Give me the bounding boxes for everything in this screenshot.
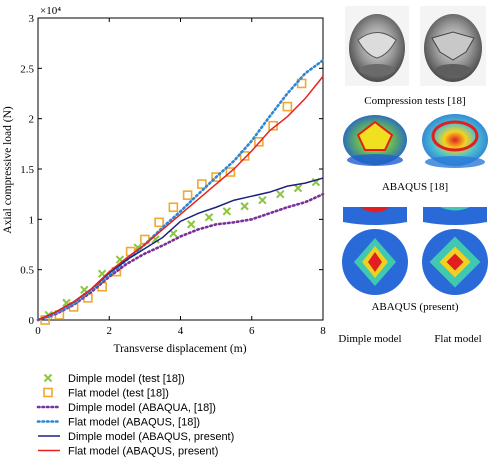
data-point [222,207,232,216]
data-point [240,202,249,211]
data-point [211,172,221,182]
y-tick-label: 1.5 [20,164,34,176]
legend-label: Dimple model (ABAQUA, [18]) [68,402,216,414]
data-point [154,217,164,228]
data-point [258,195,267,205]
legend-label: Dimple model (ABAQUS, present) [68,431,234,443]
x-tick-label: 2 [107,325,113,337]
data-point [239,151,250,161]
legend-entry: Dimple model (test [18]) [43,373,185,385]
series-0 [44,177,321,320]
plot-frame [37,17,324,321]
fe-present-dimple [342,207,408,295]
series-line [36,58,325,322]
x-tick-label: 0 [35,325,41,337]
legend: Dimple model (test [18]) Flat model (test… [36,373,234,458]
test-photo-flat [420,6,486,86]
fe-present-flat [422,207,488,295]
y-tick-label: 2 [29,114,35,126]
y-axis-label: Axial compressive load (N) [2,106,14,234]
fe-ref-flat [422,114,488,168]
test-photo-dimple [345,6,409,86]
legend-marker [43,373,53,383]
x-axis-label: Transverse displacement (m) [113,343,246,355]
data-point [254,137,264,147]
y-tick-label: 1 [29,214,35,226]
abaqus-present-caption: ABAQUS (present) [371,301,458,313]
legend-entry: Dimple model (ABAQUS, present) [38,431,234,443]
series-3 [36,58,325,322]
legend-label: Flat model (test [18]) [68,388,169,400]
series-line [36,192,325,322]
data-point [182,190,193,200]
legend-label: Dimple model (test [18]) [68,373,185,385]
y-multiplier-label: ×10⁴ [40,5,61,17]
data-point [276,189,285,199]
legend-label: Flat model (ABAQUS, [18]) [68,417,200,429]
series-5 [37,75,324,321]
y-tick-label: 2.5 [20,63,34,75]
x-tick-label: 6 [249,325,255,337]
dimple-model-label: Dimple model [338,333,401,345]
data-point [168,202,179,213]
side-panel: Compression tests [18] ABAQUS [18] [338,6,488,345]
data-point [296,78,307,89]
y-tick-label: 3 [29,13,35,25]
compression-tests-caption: Compression tests [18] [364,95,465,107]
data-point [186,220,196,229]
data-point [197,179,207,189]
fe-ref-dimple [343,115,407,166]
legend-marker [43,387,53,398]
x-tick-label: 4 [178,325,184,337]
y-tick-label: 0.5 [20,265,34,277]
series-line [37,75,324,321]
data-point [293,183,303,193]
data-point [169,229,178,238]
legend-label: Flat model (ABAQUS, present) [68,446,218,458]
x-tick-label: 8 [320,325,326,337]
series-4 [37,177,324,321]
series-layer [36,58,325,325]
legend-entry: Flat model (test [18]) [43,387,169,400]
y-tick-label: 0 [29,315,35,327]
plot-area: 0 2 4 6 8 0 0.5 1 1.5 2 2.5 3 ×10⁴ Transverse displ… [2,5,326,355]
series-line [37,177,324,321]
abaqus-ref-caption: ABAQUS [18] [382,181,448,193]
legend-entry: Flat model (ABAQUS, present) [38,446,218,458]
axis-ticks: 0 2 4 6 8 0 0.5 1 1.5 2 2.5 3 [20,13,326,337]
data-point [282,101,293,112]
flat-model-label: Flat model [434,333,481,345]
data-point [225,167,236,177]
legend-entry: Flat model (ABAQUS, [18]) [36,417,200,429]
legend-entry: Dimple model (ABAQUA, [18]) [36,402,216,414]
series-2 [36,192,325,322]
data-point [204,213,214,222]
